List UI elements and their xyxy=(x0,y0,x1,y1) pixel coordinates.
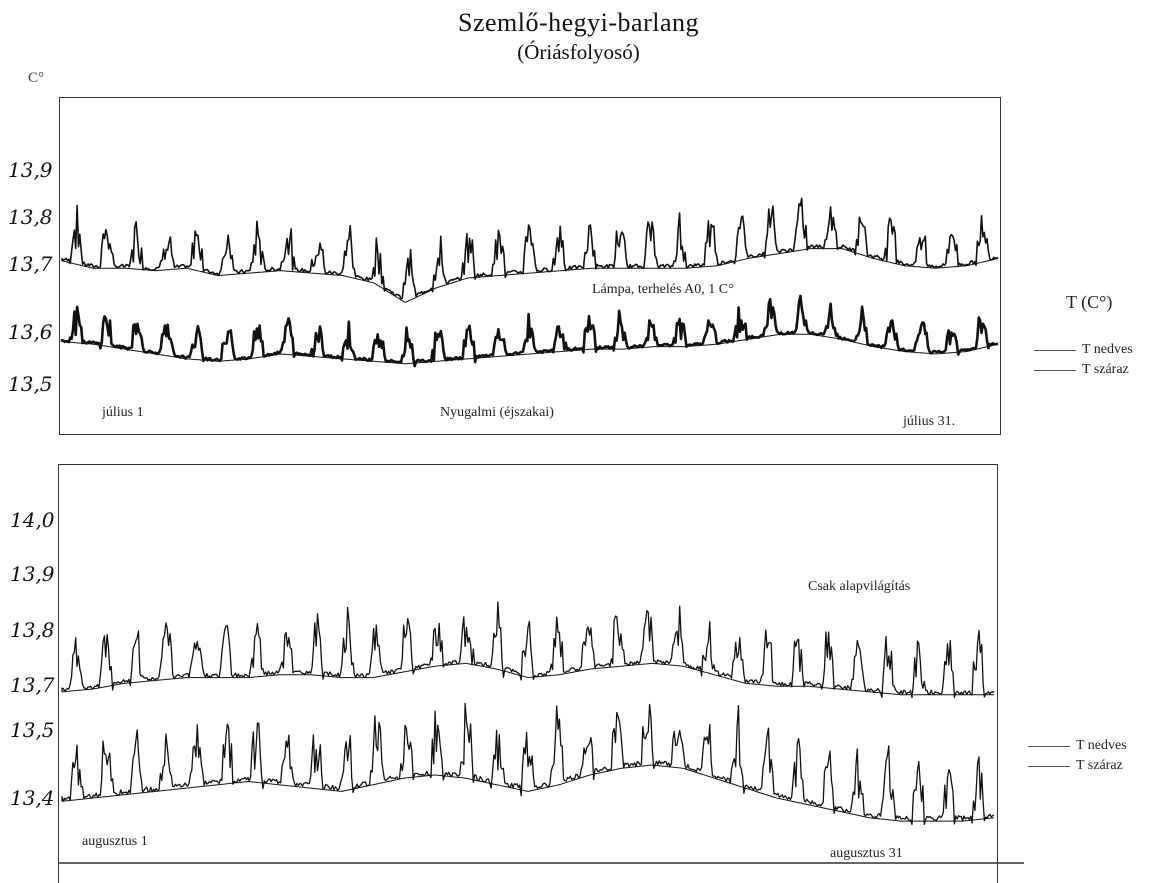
annotation-rest-night: Nyugalmi (éjszakai) xyxy=(440,405,554,420)
ytick-label: 14,0 xyxy=(10,508,55,532)
ytick-label: 13,4 xyxy=(10,786,55,810)
legend-item-t-nedves: T nedves xyxy=(1028,738,1127,754)
ytick-label: 13,8 xyxy=(8,205,53,229)
legend-title: T (C°) xyxy=(1066,292,1113,312)
baseline-curve xyxy=(61,764,995,822)
baseline-curve xyxy=(61,333,999,365)
legend-item-t-szaraz: T száraz xyxy=(1028,758,1123,774)
x-start-label-july: július 1 xyxy=(102,405,144,420)
ytick-label: 13,5 xyxy=(8,372,53,396)
chart-subtitle: (Óriásfolyosó) xyxy=(517,40,640,64)
series-line-t-nedves xyxy=(61,601,995,699)
ytick-label: 13,7 xyxy=(10,673,55,697)
series-line-t-szaraz xyxy=(61,702,995,826)
series-line-t-szaraz xyxy=(60,294,999,368)
x-start-label-august: augusztus 1 xyxy=(82,834,148,849)
ytick-label: 13,8 xyxy=(10,618,55,642)
ytick-label: 13,9 xyxy=(8,158,53,182)
x-end-label-july: július 31. xyxy=(903,414,956,429)
series-line-t-nedves xyxy=(61,197,999,300)
ytick-label: 13,7 xyxy=(8,252,53,276)
ytick-label: 13,9 xyxy=(10,562,55,586)
legend-item-t-szaraz: T száraz xyxy=(1034,362,1129,378)
annotation-base-lighting: Csak alapvilágítás xyxy=(808,579,911,594)
chart-panel-august xyxy=(58,464,998,883)
chart-panel-july xyxy=(59,97,1001,435)
chart-title: Szemlő-hegyi-barlang xyxy=(457,8,700,37)
annotation-lamp-load: Lámpa, terhelés A0, 1 C° xyxy=(592,282,734,297)
ytick-label: 13,5 xyxy=(10,718,55,742)
baseline-curve xyxy=(61,662,994,696)
ytick-label: 13,6 xyxy=(8,320,53,344)
x-end-label-august: augusztus 31 xyxy=(830,846,903,861)
y-unit-label: C° xyxy=(28,70,45,86)
legend-item-t-nedves: T nedves xyxy=(1034,342,1133,358)
baseline-curve xyxy=(61,248,999,303)
